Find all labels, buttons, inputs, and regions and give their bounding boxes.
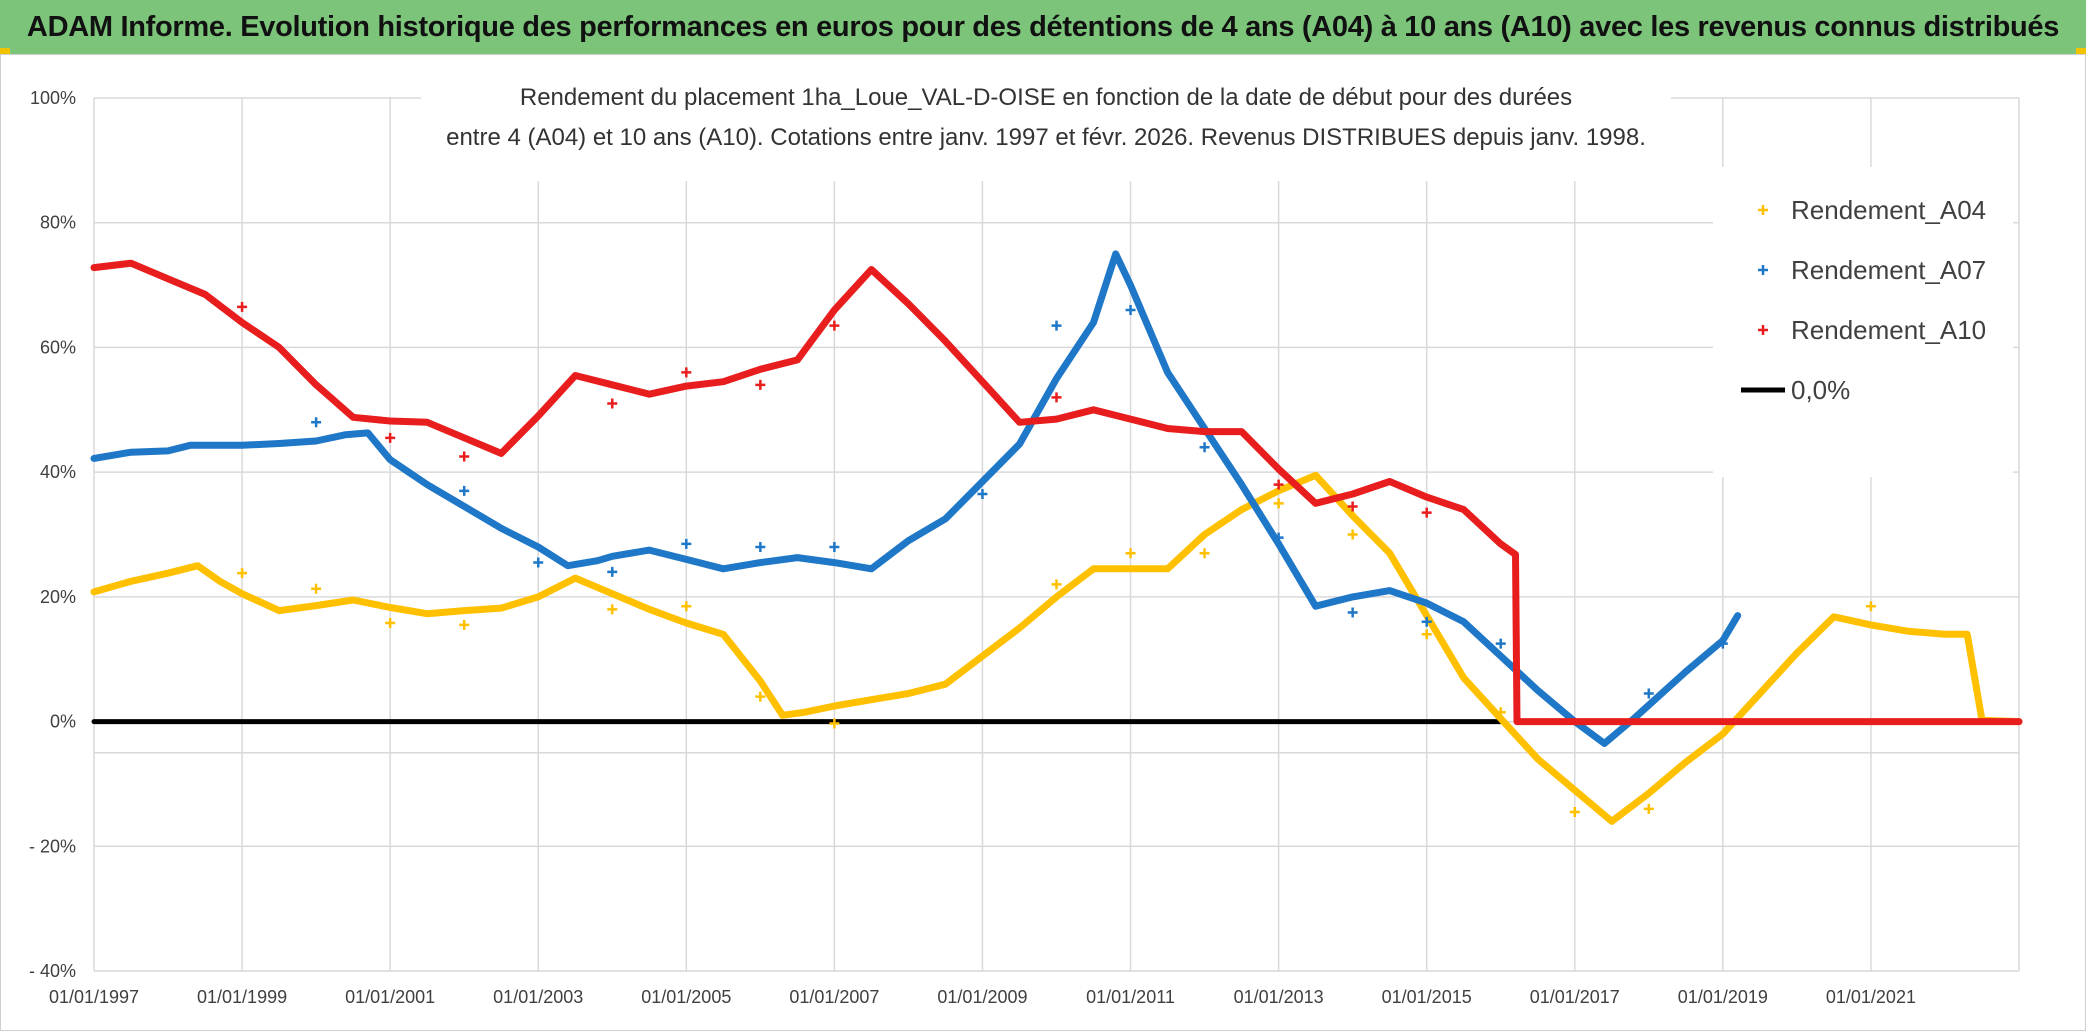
legend-swatch-marker <box>1758 325 1768 335</box>
data-point <box>1273 532 1284 543</box>
data-point <box>1347 607 1358 618</box>
x-tick-label: 01/01/2015 <box>1382 987 1472 1007</box>
chart-area: 100% 80% 60% 40% 20% 0% - 20% - 40% 01/01/1997 0… <box>0 54 2086 1031</box>
x-tick-label: 01/01/2009 <box>937 987 1027 1007</box>
y-tick-label: 40% <box>40 462 76 482</box>
series-Rendement_A10 <box>90 259 2023 726</box>
data-point <box>237 301 248 312</box>
data-point <box>459 619 470 630</box>
report-header-title: ADAM Informe. Evolution historique des p… <box>0 0 2086 54</box>
legend-label: 0,0% <box>1791 375 1850 405</box>
y-tick-label: 80% <box>40 213 76 233</box>
y-tick-label: - 20% <box>29 836 76 856</box>
data-point <box>459 451 470 462</box>
x-tick-label: 01/01/2005 <box>641 987 731 1007</box>
y-axis-ticks: 100% 80% 60% 40% 20% 0% - 20% - 40% <box>29 88 76 981</box>
data-point <box>1495 707 1506 718</box>
data-point <box>607 398 618 409</box>
data-point <box>1347 501 1358 512</box>
chart-title-box: Rendement du placement 1ha_Loue_VAL-D-OI… <box>421 75 1671 181</box>
x-tick-label: 01/01/2007 <box>789 987 879 1007</box>
data-point <box>1421 629 1432 640</box>
data-point <box>1199 548 1210 559</box>
data-point <box>1865 601 1876 612</box>
data-point <box>977 488 988 499</box>
data-point <box>829 320 840 331</box>
legend: Rendement_A04 Rendement_A07 Rendement_A10 0… <box>1713 167 2013 477</box>
data-point <box>607 566 618 577</box>
data-point <box>1421 616 1432 627</box>
data-point <box>829 718 840 729</box>
series-line <box>90 471 2023 825</box>
data-point <box>1273 498 1284 509</box>
data-point <box>755 379 766 390</box>
data-point <box>1199 442 1210 453</box>
x-tick-label: 01/01/2011 <box>1086 987 1175 1007</box>
legend-label: Rendement_A10 <box>1791 315 1986 345</box>
chart-title-line-2: entre 4 (A04) et 10 ans (A10). Cotations… <box>446 124 1646 151</box>
data-point <box>1717 638 1728 649</box>
y-tick-label: 100% <box>30 88 76 108</box>
data-point <box>755 541 766 552</box>
x-tick-label: 01/01/2013 <box>1234 987 1324 1007</box>
data-point <box>1125 305 1136 316</box>
data-point <box>1051 392 1062 403</box>
series-Rendement_A07 <box>90 250 1742 747</box>
x-tick-label: 01/01/1997 <box>49 987 139 1007</box>
data-point <box>237 568 248 579</box>
x-axis-ticks: 01/01/1997 01/01/1999 01/01/2001 01/01/2003… <box>49 987 1916 1007</box>
x-tick-label: 01/01/2017 <box>1530 987 1620 1007</box>
line-chart: 100%80%60%40%20%0%- 20%- 40% 01/01/1997 0… <box>29 75 2023 1007</box>
data-point <box>1421 507 1432 518</box>
header-accent-left <box>0 48 10 54</box>
legend-label: Rendement_A04 <box>1791 195 1986 225</box>
data-point <box>385 618 396 629</box>
x-tick-label: 01/01/2021 <box>1826 987 1916 1007</box>
data-point <box>1051 320 1062 331</box>
data-point <box>1643 688 1654 699</box>
x-tick-label: 01/01/1999 <box>197 987 287 1007</box>
data-point <box>755 691 766 702</box>
y-tick-label: - 40% <box>29 961 76 981</box>
data-point <box>1051 579 1062 590</box>
data-point <box>681 538 692 549</box>
data-point <box>533 557 544 568</box>
y-tick-label: 20% <box>40 587 76 607</box>
data-point <box>829 541 840 552</box>
series-line <box>90 259 2023 726</box>
legend-label: Rendement_A07 <box>1791 255 1986 285</box>
series-lines <box>90 250 2023 825</box>
data-point <box>1643 803 1654 814</box>
chart-title-line-1: Rendement du placement 1ha_Loue_VAL-D-OI… <box>520 84 1572 111</box>
data-point <box>1569 806 1580 817</box>
series-Rendement_A04 <box>90 471 2023 825</box>
y-tick-label: 0% <box>50 712 76 732</box>
data-point <box>681 601 692 612</box>
data-point <box>1273 479 1284 490</box>
y-tick-label: 60% <box>40 337 76 357</box>
data-point <box>459 485 470 496</box>
header-accent-right <box>2076 48 2086 54</box>
data-point <box>385 432 396 443</box>
data-point <box>311 583 322 594</box>
data-point <box>607 604 618 615</box>
series-line <box>90 250 1742 747</box>
data-point <box>1125 548 1136 559</box>
legend-swatch-marker <box>1758 205 1768 215</box>
data-point <box>1495 638 1506 649</box>
x-tick-label: 01/01/2003 <box>493 987 583 1007</box>
x-tick-label: 01/01/2001 <box>345 987 435 1007</box>
data-point <box>681 367 692 378</box>
data-point <box>1347 529 1358 540</box>
data-point <box>311 417 322 428</box>
legend-swatch-marker <box>1758 265 1768 275</box>
x-tick-label: 01/01/2019 <box>1678 987 1768 1007</box>
